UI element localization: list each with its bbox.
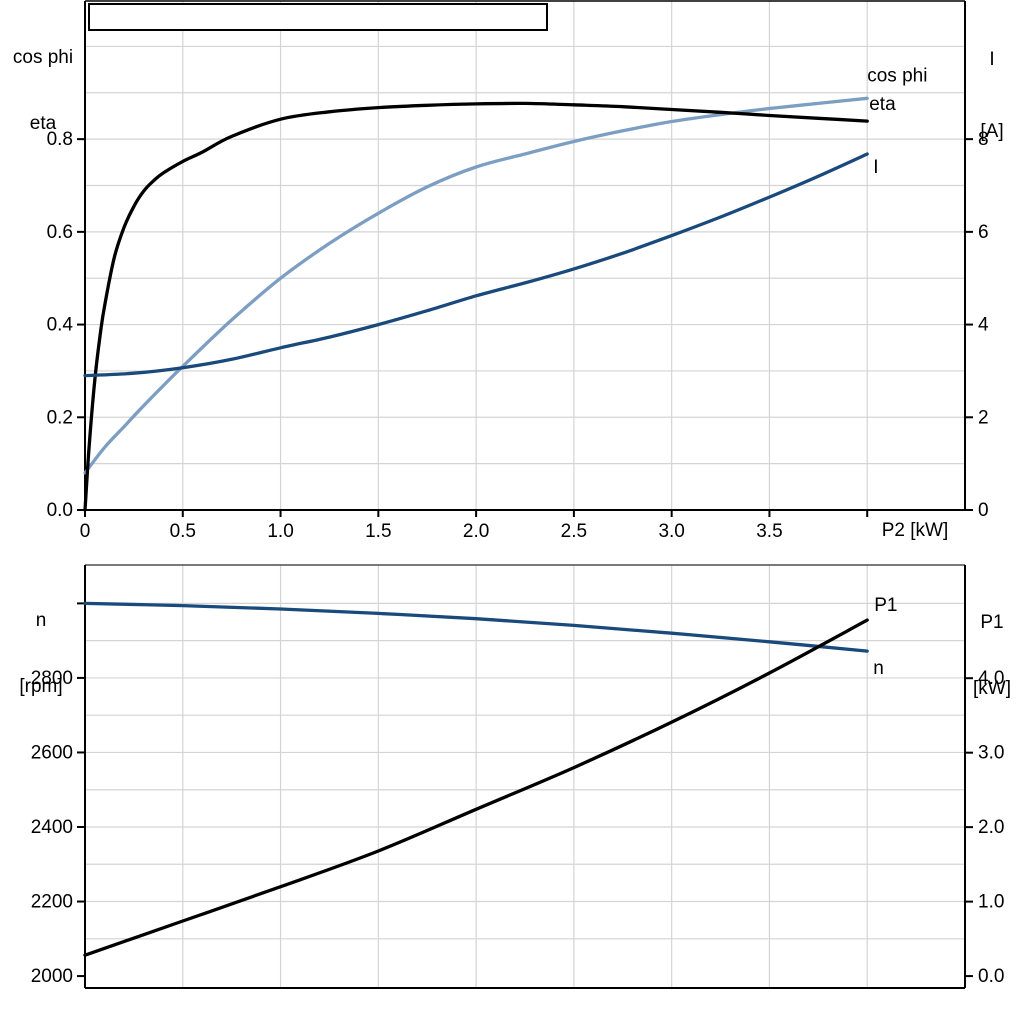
right-tick-label: 6	[978, 222, 989, 243]
right-tick-label: 8	[978, 129, 989, 150]
series-curve-cos-phi	[83, 96, 869, 475]
axis-title-power-in: P1	[980, 612, 1004, 633]
speed-power-curves-ticks: 2000 2200 2400 2600 2800 0.0 1.0 2.0 3.0 4.0	[31, 602, 1004, 987]
top-left-axis-title: cos phi eta	[4, 3, 82, 179]
speed-power-curves-frame	[84, 564, 966, 989]
right-tick-label: 1.0	[978, 892, 1004, 913]
electrical-curves-ticks: 0.0 0.2 0.4 0.6 0.8 0 2 4 6 8 0 0.5 1.0 1.5 2.0 2.5 3.0 3…	[47, 129, 989, 542]
top-right-axis-title: I [A]	[963, 0, 1021, 192]
series-label-n: n	[873, 658, 884, 679]
chart-title-box: NK50-125/111 + 100LC 3 kW 3*400 V, 50 Hz	[88, 3, 548, 31]
left-tick-label: 2800	[31, 668, 73, 689]
series-label-I: I	[873, 157, 878, 178]
axis-title-eta: eta	[29, 113, 57, 134]
x-tick-label: 3.0	[658, 521, 684, 542]
x-tick-label: 1.0	[267, 521, 293, 542]
left-tick-label: 2400	[31, 817, 73, 838]
axis-title-power-in-unit: [kW]	[973, 678, 1011, 699]
series-curve-eta	[83, 101, 869, 512]
axis-title-current: I	[989, 49, 995, 70]
left-tick-label: 0.8	[47, 129, 73, 150]
left-tick-label: 0.0	[47, 500, 73, 521]
series-curve-P1	[83, 618, 869, 957]
right-tick-label: 2	[978, 407, 989, 428]
electrical-curves-frame	[84, 0, 966, 511]
x-tick-label: 2.0	[463, 521, 489, 542]
series-curve-n	[83, 601, 869, 653]
x-tick-label: 1.5	[365, 521, 391, 542]
right-tick-label: 4.0	[978, 668, 1004, 689]
series-label-P1: P1	[874, 595, 897, 616]
right-tick-label: 0.0	[978, 966, 1004, 987]
right-tick-label: 0	[978, 500, 989, 521]
bottom-left-axis-title: n [rpm]	[2, 566, 80, 742]
axis-title-cos-phi: cos phi	[12, 47, 74, 68]
right-tick-label: 4	[978, 315, 989, 336]
left-tick-label: 2000	[31, 966, 73, 987]
axis-title-speed: n	[35, 610, 47, 631]
right-tick-label: 2.0	[978, 817, 1004, 838]
left-tick-label: 2600	[31, 742, 73, 763]
bottom-right-axis-title: P1 [kW]	[960, 568, 1024, 744]
x-tick-label: 0	[80, 521, 91, 542]
x-tick-label: 0.5	[170, 521, 196, 542]
left-tick-label: 0.2	[47, 407, 73, 428]
x-tick-label: 3.5	[756, 521, 782, 542]
series-label-eta: eta	[869, 94, 896, 115]
series-label-cos-phi: cos phi	[867, 65, 927, 86]
axis-title-current-unit: [A]	[980, 121, 1004, 142]
series-curve-I	[83, 152, 869, 378]
left-tick-label: 0.6	[47, 222, 73, 243]
speed-power-curves-grid	[85, 565, 965, 988]
axis-title-speed-unit: [rpm]	[19, 676, 63, 697]
chart-title-text: NK50-125/111 + 100LC 3 kW 3*400 V, 50 Hz	[118, 30, 516, 31]
speed-power-curves: 2000 2200 2400 2600 2800 0.0 1.0 2.0 3.0 4.0 n P1	[31, 564, 1004, 989]
electrical-curves-grid	[85, 1, 965, 510]
left-tick-label: 0.4	[47, 315, 74, 336]
electrical-curves: 0.0 0.2 0.4 0.6 0.8 0 2 4 6 8 0 0.5 1.0 1.5 2.0 2.5 3.0 3…	[47, 0, 989, 542]
x-axis-title: P2 [kW]	[881, 520, 949, 541]
left-tick-label: 2200	[31, 892, 73, 913]
x-tick-label: 2.5	[561, 521, 587, 542]
right-tick-label: 3.0	[978, 743, 1004, 764]
